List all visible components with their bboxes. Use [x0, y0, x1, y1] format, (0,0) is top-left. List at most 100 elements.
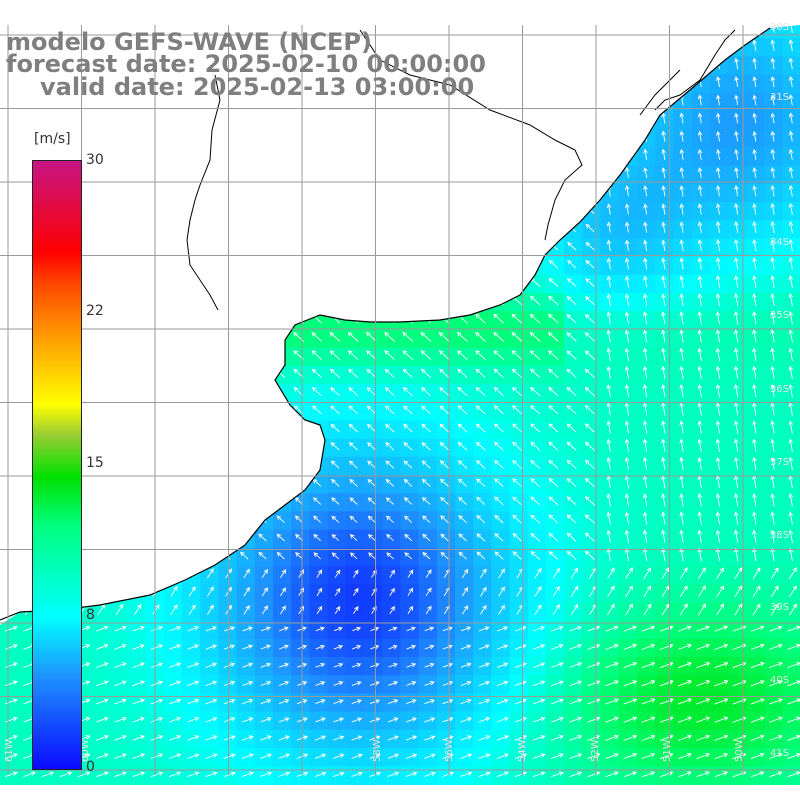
wind-arrow — [548, 423, 559, 433]
wind-arrow — [316, 569, 323, 578]
wind-arrow — [475, 386, 486, 397]
wind-arrow — [530, 423, 541, 433]
wind-arrow — [205, 717, 218, 723]
wind-arrow — [697, 203, 703, 215]
wind-arrow — [439, 460, 449, 469]
wind-arrow — [422, 497, 431, 505]
wind-arrow — [311, 331, 323, 342]
wind-arrow — [733, 311, 739, 325]
wind-arrow — [770, 238, 775, 252]
wind-arrow — [170, 586, 178, 597]
wind-arrow — [643, 203, 648, 215]
wind-arrow — [787, 698, 800, 705]
wind-arrow — [331, 552, 340, 560]
wind-arrow — [734, 603, 743, 616]
lat-label: 38S — [770, 530, 789, 541]
wind-arrow — [624, 185, 630, 197]
wind-arrow — [569, 698, 583, 705]
wind-arrow — [421, 460, 431, 469]
wind-arrow — [642, 529, 648, 543]
wind-arrow — [316, 605, 323, 615]
wind-arrow — [352, 626, 362, 632]
wind-arrow — [385, 497, 395, 505]
wind-arrow — [752, 293, 757, 307]
wind-arrow — [659, 716, 674, 723]
wind-arrow — [440, 551, 449, 560]
wind-arrow — [403, 423, 413, 433]
wind-arrow — [605, 680, 619, 687]
wind-arrow — [278, 753, 291, 759]
wind-arrow — [770, 130, 776, 142]
wind-arrow — [642, 293, 648, 307]
wind-arrow — [347, 350, 359, 360]
wind-arrow — [715, 493, 721, 507]
wind-arrow — [386, 533, 394, 542]
wind-arrow — [424, 699, 435, 705]
wind-arrow — [569, 771, 583, 778]
wind-arrow — [585, 241, 595, 251]
wind-arrow — [548, 441, 559, 451]
wind-arrow — [715, 511, 721, 525]
wind-arrow — [367, 478, 376, 487]
wind-arrow — [223, 753, 236, 759]
wind-arrow — [478, 717, 491, 723]
wind-arrow — [661, 329, 666, 343]
wind-arrow — [278, 699, 290, 705]
wind-arrow — [260, 662, 272, 668]
wind-arrow — [769, 643, 783, 650]
wind-arrow — [512, 423, 523, 433]
wind-arrow — [770, 347, 775, 361]
wind-arrow — [478, 626, 490, 632]
wind-arrow — [530, 496, 541, 506]
wind-arrow — [551, 716, 564, 723]
wind-arrow — [733, 420, 739, 434]
wind-arrow — [733, 529, 739, 543]
wind-arrow — [260, 771, 273, 778]
colorbar-tick-30: 30 — [86, 152, 104, 168]
wind-arrow — [642, 365, 648, 380]
wind-arrow — [384, 350, 395, 360]
wind-arrow — [787, 680, 800, 687]
wind-arrow — [480, 586, 487, 597]
wind-arrow — [420, 350, 432, 360]
wind-arrow — [460, 626, 472, 632]
wind-cell — [637, 566, 656, 585]
lat-label: 39S — [770, 602, 789, 613]
wind-arrow — [770, 39, 776, 51]
wind-arrow — [532, 716, 546, 723]
wind-arrow — [697, 365, 703, 380]
wind-arrow — [242, 680, 254, 686]
wind-arrow — [280, 569, 287, 578]
wind-arrow — [494, 514, 504, 524]
wind-arrow — [457, 423, 468, 433]
wind-arrow — [114, 644, 127, 650]
wind-arrow — [605, 698, 619, 705]
wind-arrow — [388, 662, 398, 668]
wind-arrow — [715, 383, 721, 398]
wind-arrow — [114, 716, 127, 723]
wind-arrow — [584, 441, 595, 451]
wind-arrow — [566, 514, 577, 524]
wind-arrow — [566, 477, 577, 488]
wind-arrow — [438, 350, 450, 360]
wind-arrow — [205, 735, 218, 741]
wind-arrow — [714, 643, 729, 650]
wind-arrow — [661, 130, 666, 142]
wind-arrow — [714, 698, 729, 705]
wind-arrow — [366, 387, 377, 397]
wind-arrow — [439, 387, 450, 397]
wind-arrow — [679, 239, 685, 252]
wind-arrow — [223, 698, 236, 705]
wind-arrow — [496, 698, 509, 705]
wind-arrow — [512, 405, 523, 415]
wind-arrow — [493, 313, 505, 324]
wind-arrow — [734, 76, 739, 88]
wind-arrow — [313, 533, 322, 542]
wind-arrow — [752, 493, 757, 507]
wind-arrow — [585, 223, 595, 233]
wind-arrow — [606, 239, 612, 252]
wind-arrow — [315, 662, 326, 668]
wind-arrow — [333, 771, 345, 778]
wind-arrow — [493, 386, 504, 397]
wind-arrow — [770, 438, 775, 452]
